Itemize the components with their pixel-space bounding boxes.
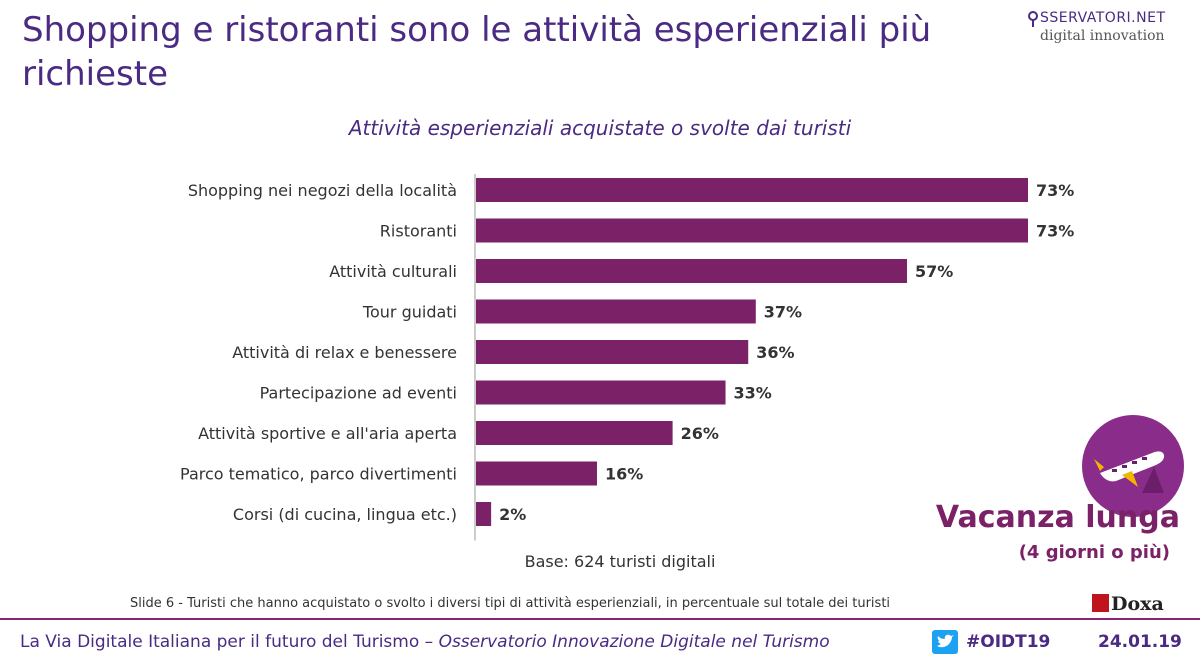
bar xyxy=(476,340,749,364)
doxa-text: Doxa xyxy=(1111,593,1164,615)
value-label: 57% xyxy=(915,262,953,281)
badge-subtitle: (4 giorni o più) xyxy=(1018,542,1170,563)
base-note: Base: 624 turisti digitali xyxy=(524,552,716,571)
airplane-icon xyxy=(1094,451,1165,493)
value-label: 2% xyxy=(499,505,526,524)
category-label: Shopping nei negozi della località xyxy=(188,181,457,200)
value-label: 73% xyxy=(1036,222,1074,241)
hashtag: #OIDT19 xyxy=(966,632,1051,652)
category-label: Corsi (di cucina, lingua etc.) xyxy=(233,505,457,524)
osservatori-logo: SSERVATORI.NET digital innovation xyxy=(1028,10,1190,58)
date: 24.01.19 xyxy=(1098,632,1182,652)
location-pin-icon xyxy=(1028,11,1038,27)
bar xyxy=(476,380,726,405)
footer-left-text: La Via Digitale Italiana per il futuro d… xyxy=(20,632,434,652)
chart-title: Attività esperienziali acquistate o svol… xyxy=(348,116,852,140)
doxa-mark-icon xyxy=(1092,594,1109,612)
bar xyxy=(476,218,1028,243)
slide-note: Slide 6 - Turisti che hanno acquistato o… xyxy=(130,596,891,611)
category-label: Partecipazione ad eventi xyxy=(260,384,457,403)
badge-title: Vacanza lunga xyxy=(935,500,1180,535)
bar xyxy=(476,461,597,486)
value-label: 36% xyxy=(756,343,794,362)
value-label: 33% xyxy=(734,384,772,403)
category-label: Ristoranti xyxy=(380,222,457,241)
footer-divider xyxy=(0,618,1200,620)
slide-title: Shopping e ristoranti sono le attività e… xyxy=(22,10,932,94)
footer-text: La Via Digitale Italiana per il futuro d… xyxy=(20,632,830,652)
footer-left-italic: Osservatorio Innovazione Digitale nel Tu… xyxy=(438,632,830,652)
category-label: Parco tematico, parco divertimenti xyxy=(180,465,457,484)
bar xyxy=(476,421,673,445)
bar xyxy=(476,259,908,283)
logo-bottom-text: digital innovation xyxy=(1040,28,1165,44)
category-label: Attività sportive e all'aria aperta xyxy=(198,424,457,443)
category-label: Tour guidati xyxy=(362,303,457,322)
value-label: 73% xyxy=(1036,181,1074,200)
vacation-badge xyxy=(1082,415,1184,517)
bar xyxy=(476,178,1028,202)
category-label: Attività culturali xyxy=(329,262,457,281)
doxa-logo: Doxa xyxy=(1092,593,1164,615)
value-label: 16% xyxy=(605,465,643,484)
bar-chart: Shopping nei negozi della località 73% Ris… xyxy=(180,174,1074,541)
value-label: 26% xyxy=(681,424,719,443)
twitter-icon xyxy=(932,630,958,654)
value-label: 37% xyxy=(764,303,802,322)
logo-top-text: SSERVATORI.NET xyxy=(1040,10,1166,26)
bar xyxy=(476,299,756,324)
bar xyxy=(476,502,492,526)
category-label: Attività di relax e benessere xyxy=(232,343,457,362)
